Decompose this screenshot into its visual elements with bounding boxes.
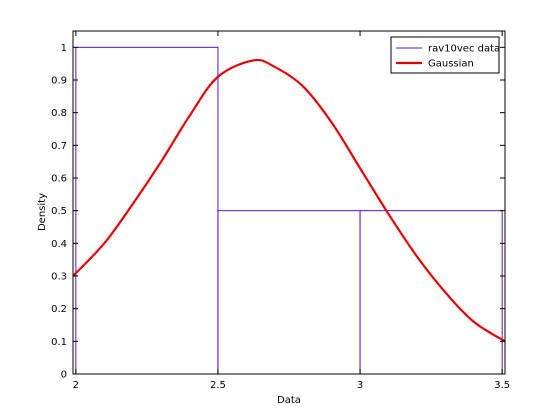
legend-label-2: Gaussian	[428, 59, 474, 70]
x-tick-label: 3.5	[494, 380, 510, 391]
y-tick-label: 0.4	[51, 239, 67, 250]
histogram-bar-3	[359, 210, 503, 374]
plot-area: 2 2.5 3 3.5 0 0.1 0.2 0.3 0.4 0.5 0.6 0.7 0.8 0.9 1 rav…	[51, 30, 510, 391]
y-tick-label: 0.2	[51, 304, 67, 315]
x-axis-label: Data	[277, 395, 301, 406]
y-tick-label: 1	[61, 43, 67, 54]
legend-label-1: rav10vec data	[428, 44, 500, 55]
gaussian-curve	[73, 58, 505, 343]
y-tick-label: 0.1	[51, 337, 67, 348]
y-tick-label: 0.5	[51, 206, 67, 217]
x-tick-label: 3	[357, 380, 363, 391]
x-tick-label: 2	[73, 380, 79, 391]
legend-box	[390, 36, 500, 74]
y-tick-label: 0	[61, 370, 67, 381]
legend: rav10vec data Gaussian	[390, 36, 500, 74]
axes-frame	[72, 30, 506, 375]
axes-background	[73, 31, 505, 374]
y-tick-label: 0.9	[51, 76, 67, 87]
y-tick-label: 0.7	[51, 141, 67, 152]
y-tick-label: 0.8	[51, 108, 67, 119]
y-tick-label: 0.3	[51, 272, 67, 283]
y-axis-label: Density	[37, 193, 48, 231]
x-tick-label: 2.5	[210, 380, 226, 391]
y-tick-label: 0.6	[51, 174, 67, 185]
